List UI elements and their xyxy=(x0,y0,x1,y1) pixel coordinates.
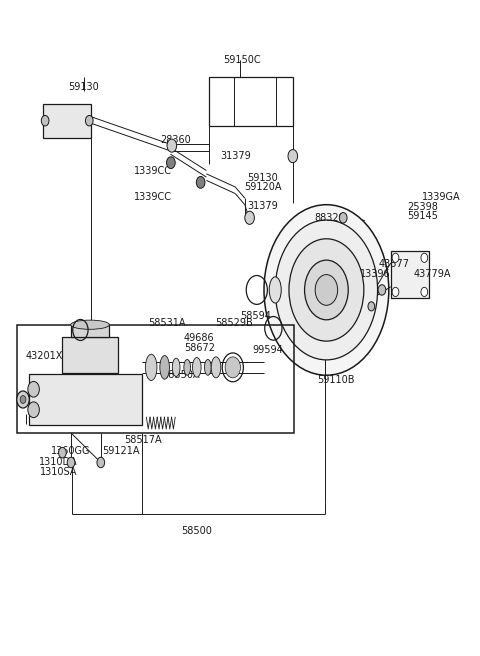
Text: 58500: 58500 xyxy=(181,526,212,537)
Text: 13396: 13396 xyxy=(360,269,391,279)
Text: 59130: 59130 xyxy=(69,81,99,92)
Text: 28360: 28360 xyxy=(160,134,191,145)
Circle shape xyxy=(368,302,375,311)
Circle shape xyxy=(196,176,205,188)
Text: 59130: 59130 xyxy=(248,173,278,184)
Text: 31379: 31379 xyxy=(248,201,278,211)
Circle shape xyxy=(264,205,389,375)
Text: 1310DA: 1310DA xyxy=(39,457,78,467)
Circle shape xyxy=(305,260,348,319)
Circle shape xyxy=(421,253,428,262)
Text: 59121A: 59121A xyxy=(102,446,140,457)
Text: 99594: 99594 xyxy=(252,345,283,356)
Circle shape xyxy=(245,211,254,224)
Text: 43779A: 43779A xyxy=(413,269,451,279)
Circle shape xyxy=(378,285,386,295)
Ellipse shape xyxy=(160,356,169,379)
Text: 43577: 43577 xyxy=(379,258,410,269)
Text: 25398: 25398 xyxy=(407,202,438,213)
Text: 58540A: 58540A xyxy=(100,382,138,392)
Circle shape xyxy=(392,253,399,262)
Circle shape xyxy=(28,381,39,397)
Text: 58594: 58594 xyxy=(240,311,271,321)
Ellipse shape xyxy=(184,359,191,375)
Text: 59150C: 59150C xyxy=(224,55,261,66)
Text: 88329: 88329 xyxy=(315,213,346,223)
Text: 1339GA: 1339GA xyxy=(422,192,461,202)
Text: 59110B: 59110B xyxy=(317,375,355,386)
Text: 49686: 49686 xyxy=(184,333,215,344)
Text: 1310SA: 1310SA xyxy=(40,467,77,478)
Text: 1339CC: 1339CC xyxy=(133,165,172,176)
Text: 58529B: 58529B xyxy=(216,318,253,328)
Text: 58550A: 58550A xyxy=(163,370,200,380)
Ellipse shape xyxy=(145,354,157,380)
Circle shape xyxy=(275,220,378,360)
Ellipse shape xyxy=(192,358,201,377)
Circle shape xyxy=(167,157,175,169)
Circle shape xyxy=(41,115,49,126)
Text: 31379: 31379 xyxy=(221,151,252,161)
Circle shape xyxy=(17,391,29,408)
Circle shape xyxy=(288,150,298,163)
Circle shape xyxy=(392,287,399,297)
Circle shape xyxy=(97,457,105,468)
Bar xyxy=(209,77,293,126)
Ellipse shape xyxy=(211,357,221,378)
Ellipse shape xyxy=(71,320,109,329)
Ellipse shape xyxy=(172,358,180,377)
Circle shape xyxy=(67,457,75,468)
Circle shape xyxy=(339,213,347,223)
Circle shape xyxy=(225,357,240,378)
Ellipse shape xyxy=(269,277,281,303)
Text: 1360GG: 1360GG xyxy=(51,446,91,457)
Bar xyxy=(17,325,294,433)
Circle shape xyxy=(289,239,364,341)
Bar xyxy=(29,374,142,425)
Bar xyxy=(391,251,429,298)
Text: 58531A: 58531A xyxy=(148,318,186,328)
Bar xyxy=(71,325,109,337)
Text: 58672: 58672 xyxy=(184,342,215,353)
Circle shape xyxy=(315,275,337,305)
Text: 1339CC: 1339CC xyxy=(133,192,172,202)
Bar xyxy=(62,337,118,373)
Text: 58517A: 58517A xyxy=(124,434,162,445)
Ellipse shape xyxy=(204,359,211,375)
Text: 43201X: 43201X xyxy=(25,350,63,361)
Circle shape xyxy=(28,402,39,418)
Bar xyxy=(43,104,91,138)
Circle shape xyxy=(85,115,93,126)
Text: 59120A: 59120A xyxy=(244,182,282,192)
Circle shape xyxy=(59,447,66,458)
Circle shape xyxy=(167,139,177,152)
Circle shape xyxy=(421,287,428,297)
Circle shape xyxy=(20,396,26,403)
Text: 59145: 59145 xyxy=(407,211,438,221)
